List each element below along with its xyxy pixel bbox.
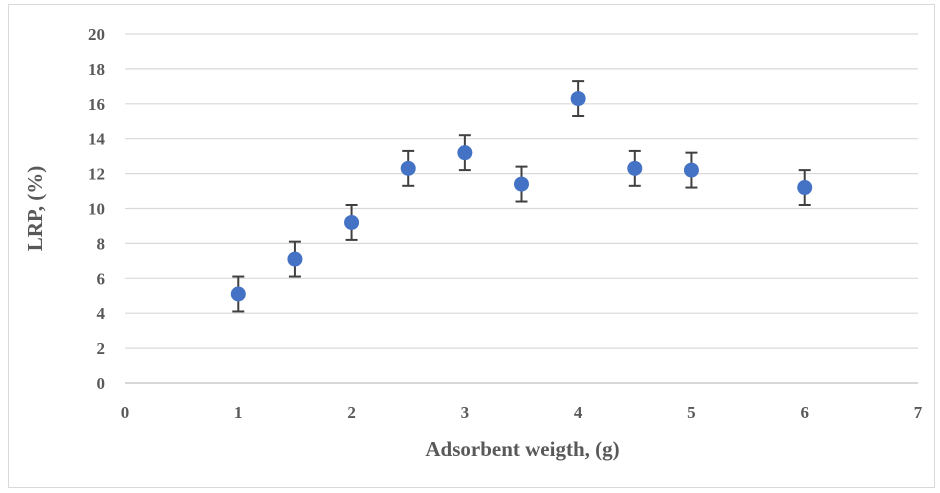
y-tick-label: 2 (97, 339, 106, 358)
data-point-group (344, 204, 360, 241)
y-tick-label: 0 (97, 374, 106, 393)
chart-frame (8, 4, 935, 488)
y-tick-label: 8 (97, 234, 106, 253)
y-tick-label: 4 (97, 304, 106, 323)
x-tick-label: 2 (347, 403, 356, 422)
data-point (287, 251, 303, 267)
data-point-group (514, 165, 529, 203)
gridlines (125, 33, 918, 349)
x-tick-label: 4 (574, 403, 583, 422)
data-point-group (400, 149, 416, 187)
data-point (230, 286, 246, 302)
y-tick-label: 14 (88, 130, 106, 149)
data-points (230, 80, 813, 313)
y-tick-label: 20 (88, 25, 105, 44)
x-tick-label: 1 (234, 403, 243, 422)
data-point (797, 180, 813, 196)
data-point-group (457, 134, 473, 172)
data-point-group (683, 151, 699, 189)
x-axis-title: Adsorbent weigth, (g) (425, 437, 619, 461)
x-tick-label: 3 (461, 403, 470, 422)
y-tick-label: 10 (88, 200, 105, 219)
y-tick-label: 6 (97, 269, 106, 288)
data-point-group (287, 240, 303, 278)
data-point (570, 91, 586, 107)
data-point (627, 160, 643, 176)
y-tick-label: 18 (88, 60, 105, 79)
data-point-group (627, 149, 643, 187)
data-point-group (797, 169, 813, 207)
data-point-group (230, 275, 246, 313)
x-tick-label: 6 (800, 403, 809, 422)
data-point (344, 214, 360, 230)
data-point-group (570, 80, 586, 118)
y-tick-label: 16 (88, 95, 105, 114)
data-point (457, 145, 473, 161)
data-point (683, 162, 699, 178)
data-point (514, 176, 529, 192)
y-axis-title: LRP, (%) (23, 166, 47, 252)
x-tick-label: 7 (914, 403, 923, 422)
data-point (400, 160, 416, 176)
x-tick-label: 5 (687, 403, 696, 422)
x-tick-label: 0 (121, 403, 130, 422)
y-tick-label: 12 (88, 165, 105, 184)
